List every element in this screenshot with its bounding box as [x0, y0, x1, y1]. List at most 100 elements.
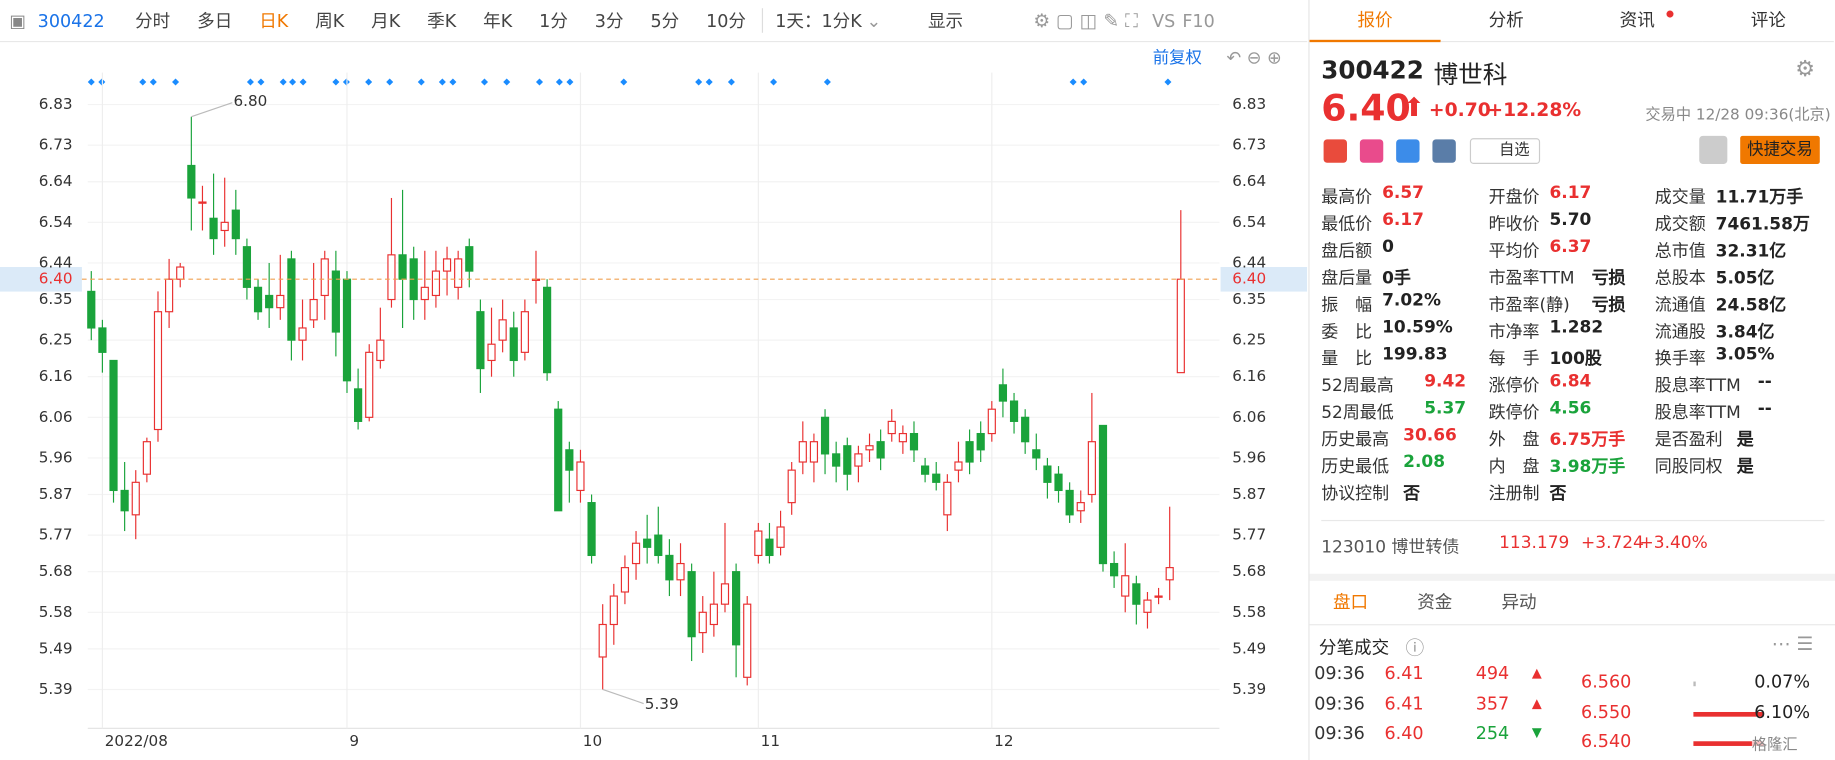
- stat-value: 7461.58万: [1715, 215, 1810, 235]
- candle-body: [1032, 449, 1041, 459]
- period-tab[interactable]: 5分: [650, 10, 680, 32]
- candle-body: [754, 530, 763, 557]
- candle-body: [1087, 441, 1096, 496]
- candle-body: [142, 441, 151, 475]
- feature-icon[interactable]: [1432, 139, 1456, 163]
- period-tab[interactable]: 多日: [197, 10, 233, 32]
- candle-body: [943, 481, 952, 516]
- period-tab[interactable]: 月K: [371, 10, 401, 32]
- candle-body: [354, 388, 363, 422]
- stat-label: 外 盘: [1488, 430, 1540, 450]
- book-price: 6.540: [1581, 730, 1632, 752]
- y-tick-label-right: 6.25: [1232, 331, 1266, 349]
- y-tick-label: 5.87: [39, 485, 73, 503]
- candle-body: [1076, 502, 1085, 512]
- min-label: 5.39: [645, 695, 679, 713]
- zoom-controls[interactable]: ↶ ⊖ ⊕: [1226, 49, 1281, 69]
- settings-icon[interactable]: ⚙: [1795, 56, 1816, 82]
- sub-tab[interactable]: 异动: [1501, 591, 1537, 613]
- stat-label: 委 比: [1321, 323, 1373, 342]
- candle-body: [442, 258, 452, 272]
- quote-tab[interactable]: 资讯: [1571, 0, 1703, 43]
- stock-code[interactable]: 300422: [37, 9, 105, 32]
- period-tab[interactable]: 日K: [259, 10, 289, 32]
- stat-label: 成交额: [1654, 215, 1706, 235]
- display-menu[interactable]: 显示: [927, 10, 964, 32]
- f10-button[interactable]: F10: [1182, 9, 1215, 32]
- feature-icon[interactable]: [1323, 139, 1347, 163]
- price-band-right: [1220, 266, 1308, 292]
- y-tick-label: 5.39: [39, 680, 73, 698]
- candle-body: [1098, 424, 1108, 565]
- period-select[interactable]: 1天：1分K: [762, 8, 862, 33]
- candle-body: [1165, 567, 1174, 581]
- candle-body: [265, 294, 274, 309]
- candle-body: [231, 209, 240, 240]
- candle-body: [987, 408, 996, 435]
- stat-label: 流通股: [1654, 323, 1706, 342]
- candle-body: [520, 311, 529, 353]
- x-tick-label: 10: [583, 732, 602, 750]
- candle-body: [276, 294, 285, 309]
- candle-body: [1043, 465, 1052, 483]
- more-icons[interactable]: ⋯ ☰: [1771, 632, 1814, 655]
- stat-value: 9.42: [1424, 372, 1467, 392]
- y-tick-label-right: 5.87: [1232, 485, 1266, 503]
- quote-panel: 报价 分析 资讯 评论 300422 博世科 ⚙ 6.40 ⬆ +0.70 +12.28% 交易中 1…: [1308, 0, 1835, 760]
- trade-time: 09:36: [1314, 662, 1365, 684]
- candle-body: [242, 246, 252, 288]
- y-tick-label: 6.83: [39, 95, 73, 113]
- candle-body: [376, 339, 385, 362]
- x-tick-label: 12: [994, 732, 1013, 750]
- stat-value: 6.17: [1382, 210, 1424, 230]
- adjust-button[interactable]: 前复权: [1153, 48, 1202, 67]
- panel-icon[interactable]: ▣: [9, 9, 26, 32]
- period-tab[interactable]: 分时: [135, 10, 171, 32]
- period-tab[interactable]: 1分: [539, 10, 568, 32]
- bell-icon: [1699, 135, 1728, 164]
- candle-body: [609, 595, 618, 626]
- event-markers[interactable]: [87, 78, 1172, 86]
- period-tab[interactable]: 3分: [594, 10, 624, 32]
- book-bar: [1693, 741, 1764, 746]
- book-bar: [1693, 681, 1696, 687]
- stat-label: 注册制: [1488, 484, 1540, 504]
- dropdown[interactable]: ⌄: [866, 9, 882, 32]
- stat-value: --: [1757, 399, 1772, 419]
- period-tab[interactable]: 年K: [483, 10, 513, 32]
- candle-body: [654, 534, 663, 557]
- vs-button[interactable]: VS: [1152, 9, 1176, 32]
- stat-label: 开盘价: [1488, 188, 1540, 208]
- period-tab[interactable]: 10分: [706, 10, 746, 32]
- stat-label: 历史最高: [1321, 430, 1390, 450]
- sub-tab[interactable]: 资金: [1417, 591, 1453, 613]
- trade-time: 09:36: [1314, 692, 1365, 714]
- feature-icon[interactable]: [1359, 139, 1384, 163]
- period-tab[interactable]: 周K: [315, 10, 345, 32]
- feature-icon[interactable]: [1396, 139, 1420, 163]
- trade-button[interactable]: 快捷交易: [1740, 135, 1820, 164]
- quote-tab[interactable]: 评论: [1702, 0, 1834, 43]
- sub-tab[interactable]: 盘口: [1332, 591, 1369, 613]
- candle-body: [765, 538, 774, 557]
- quote-tab[interactable]: 报价: [1309, 0, 1441, 43]
- y-tick-label: 5.58: [39, 603, 73, 621]
- period-tab[interactable]: 季K: [427, 10, 457, 32]
- candle-body: [620, 567, 630, 593]
- candle-body: [331, 270, 340, 333]
- stat-value: --: [1757, 372, 1772, 392]
- trade-volume: 254: [1475, 722, 1510, 744]
- y-tick-label-right: 6.16: [1232, 367, 1266, 385]
- candle-body: [1054, 473, 1063, 492]
- quote-tab[interactable]: 分析: [1440, 0, 1572, 43]
- candle-body: [420, 286, 429, 301]
- watermark: 格隆汇: [1751, 731, 1798, 755]
- tool-icons[interactable]: ⚙ ▢ ◫ ✎ ⛶: [1033, 8, 1139, 32]
- stat-value: 6.84: [1549, 372, 1592, 392]
- quote-code: 300422: [1321, 56, 1424, 85]
- candle-body: [509, 327, 518, 362]
- y-tick-label-right: 6.54: [1232, 213, 1266, 231]
- y-tick-label-right: 6.35: [1232, 290, 1266, 308]
- watch-button[interactable]: 自选: [1469, 138, 1541, 164]
- stat-label: 52周最高: [1321, 377, 1394, 396]
